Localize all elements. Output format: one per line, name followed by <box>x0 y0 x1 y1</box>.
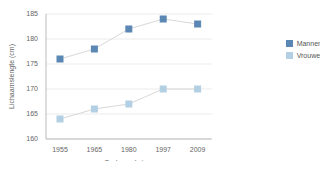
svg-text:165: 165 <box>26 110 38 117</box>
svg-text:1965: 1965 <box>87 146 103 153</box>
svg-text:185: 185 <box>26 10 38 17</box>
svg-text:Lichaamslengte (cm): Lichaamslengte (cm) <box>8 44 16 109</box>
svg-text:1980: 1980 <box>121 146 137 153</box>
svg-text:1997: 1997 <box>155 146 171 153</box>
svg-text:160: 160 <box>26 135 38 142</box>
svg-text:170: 170 <box>26 85 38 92</box>
svg-text:Onderzoeksjaar: Onderzoeksjaar <box>104 159 154 161</box>
svg-text:180: 180 <box>26 35 38 42</box>
svg-text:2009: 2009 <box>190 146 206 153</box>
html-text:Mannen: Mannen <box>296 40 322 47</box>
html-text:Vrouwen: Vrouwen <box>296 52 324 59</box>
svg-text:1955: 1955 <box>52 146 68 153</box>
svg-text:175: 175 <box>26 60 38 67</box>
